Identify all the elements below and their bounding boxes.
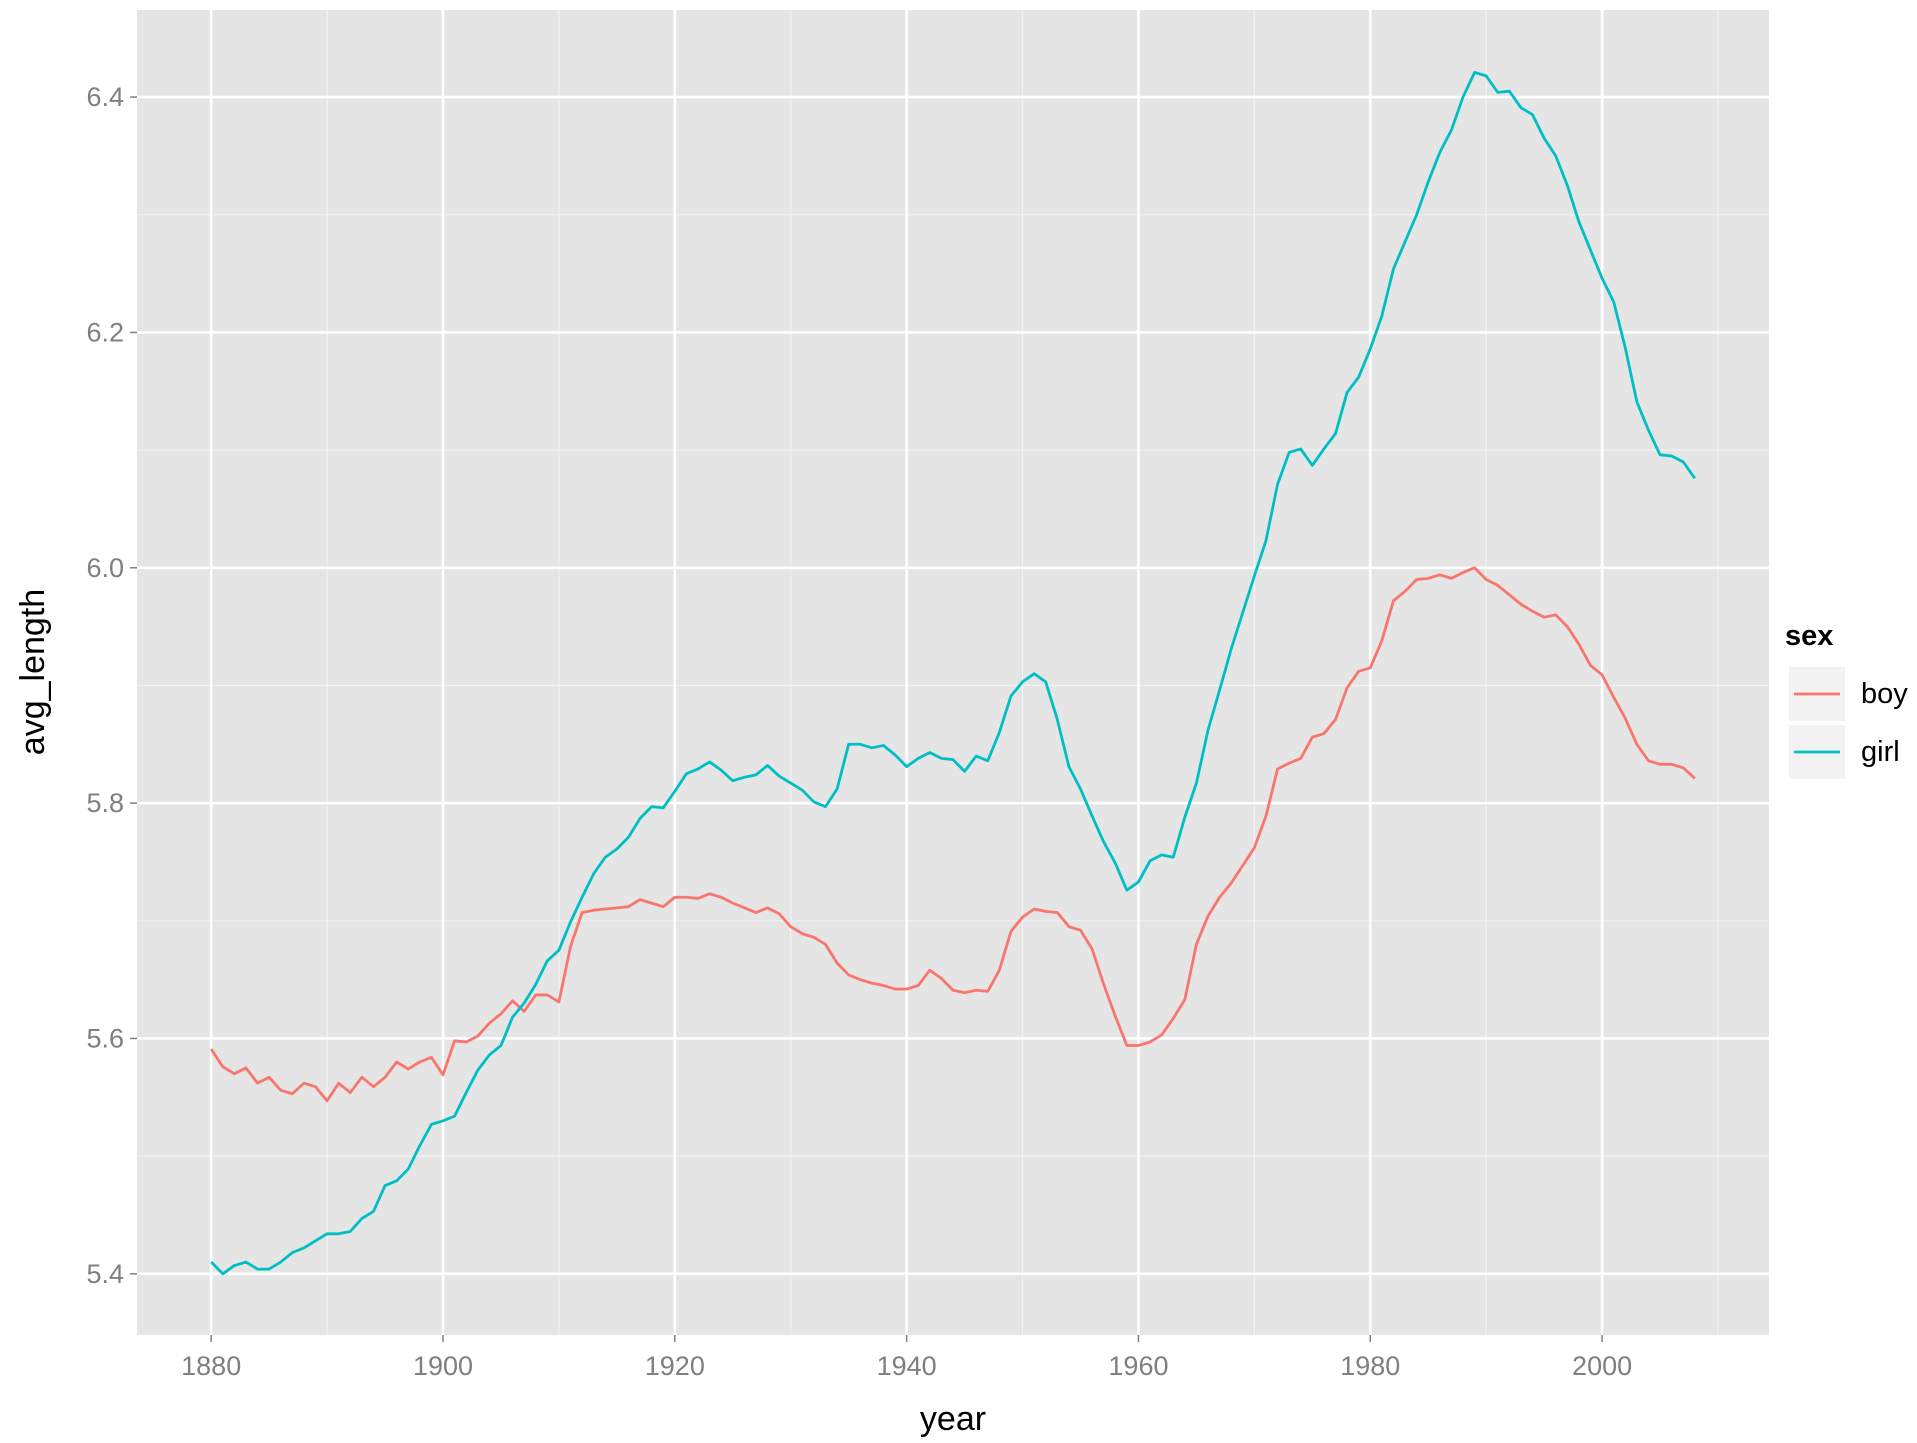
series-line: [210, 70, 1696, 1276]
x-tick-label: 1900: [413, 1351, 473, 1381]
x-tick-label: 1980: [1340, 1351, 1400, 1381]
y-tick-label: 5.6: [86, 1023, 124, 1053]
x-tick-label: 2000: [1572, 1351, 1632, 1381]
legend-label: boy: [1861, 678, 1908, 710]
y-tick-label: 5.8: [86, 788, 124, 818]
x-tick-label: 1880: [181, 1351, 241, 1381]
x-axis-title: year: [920, 1400, 986, 1438]
y-axis-title: avg_length: [14, 589, 52, 755]
grid: [137, 10, 1769, 1335]
x-tick-label: 1960: [1108, 1351, 1168, 1381]
y-tick-label: 5.4: [86, 1259, 124, 1289]
legend-title: sex: [1785, 620, 1833, 652]
lines: [210, 70, 1696, 1276]
y-tick-label: 6.4: [86, 82, 124, 112]
y-tick-label: 6.2: [86, 317, 124, 347]
x-tick-label: 1940: [877, 1351, 937, 1381]
legend: sex boy girl: [1769, 600, 1917, 800]
legend-label: girl: [1861, 736, 1900, 768]
x-tick-label: 1920: [645, 1351, 705, 1381]
y-tick-label: 6.0: [86, 553, 124, 583]
axes: 1880 1900 1920 1940 1960 1980 2000 5.4 5.6 5.8 6.0…: [86, 82, 1632, 1381]
series-line: [210, 566, 1696, 1103]
panel: [137, 10, 1769, 1335]
